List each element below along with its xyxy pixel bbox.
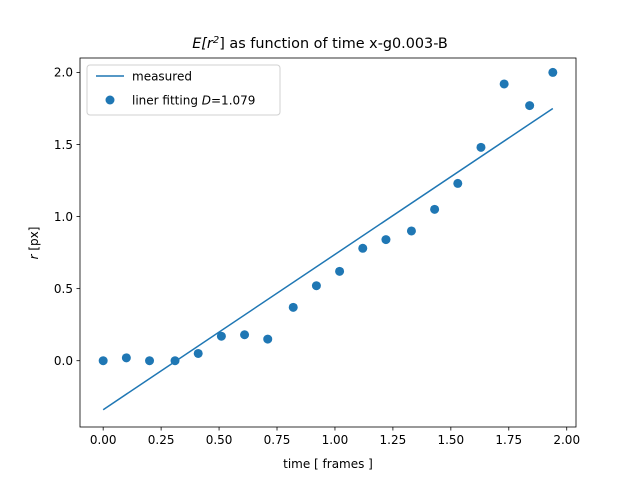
y-tick-label: 0.0 xyxy=(54,354,73,368)
scatter-point xyxy=(453,178,463,188)
x-tick-label: 0.50 xyxy=(206,433,233,447)
scatter-point xyxy=(263,334,273,344)
scatter-point xyxy=(358,243,368,253)
legend-box xyxy=(86,64,281,116)
scatter-point xyxy=(311,281,321,291)
y-axis-label: r [px] xyxy=(27,227,41,260)
scatter-point xyxy=(335,266,345,276)
y-tick-label: 1.0 xyxy=(54,210,73,224)
legend-dot-marker xyxy=(105,95,115,105)
x-tick-label: 0.75 xyxy=(264,433,291,447)
legend: measured liner fitting D=1.079 xyxy=(86,64,281,116)
scatter-point xyxy=(381,235,391,245)
axes-frame xyxy=(79,57,577,428)
scatter-point xyxy=(170,356,180,366)
scatter-point xyxy=(193,348,203,358)
scatter-point xyxy=(98,356,108,366)
y-tick-label: 1.5 xyxy=(54,138,73,152)
legend-entry-fit: liner fitting D=1.079 xyxy=(132,94,255,108)
scatter-point xyxy=(240,330,250,340)
y-tick-label: 0.5 xyxy=(54,282,73,296)
x-tick-label: 0.00 xyxy=(90,433,117,447)
scatter-point xyxy=(216,331,226,341)
x-tick-label: 0.25 xyxy=(148,433,175,447)
plot-area xyxy=(98,67,558,411)
scatter-point xyxy=(430,204,440,214)
x-axis-label: time [ frames ] xyxy=(283,457,373,471)
axis-ticks: 0.00 0.25 0.50 0.75 1.00 1.25 1.50 1.75 2.00 0.0 0… xyxy=(54,66,580,447)
x-tick-label: 1.75 xyxy=(495,433,522,447)
scatter-point xyxy=(499,79,509,89)
scatter-point xyxy=(288,302,298,312)
x-tick-label: 1.00 xyxy=(322,433,349,447)
legend-entry-measured: measured xyxy=(132,70,192,84)
scatter-point xyxy=(525,101,535,111)
x-tick-label: 1.50 xyxy=(437,433,464,447)
scatter-point xyxy=(476,142,486,152)
scatter-point xyxy=(548,67,558,77)
y-tick-label: 2.0 xyxy=(54,66,73,80)
x-tick-label: 2.00 xyxy=(553,433,580,447)
scatter-point xyxy=(145,356,155,366)
series-line-measured xyxy=(102,107,554,411)
scatter-point xyxy=(406,226,416,236)
x-tick-label: 1.25 xyxy=(380,433,407,447)
chart-title: E[r2] as function of time x-g0.003-B xyxy=(192,35,448,53)
scatter-point xyxy=(121,353,131,363)
